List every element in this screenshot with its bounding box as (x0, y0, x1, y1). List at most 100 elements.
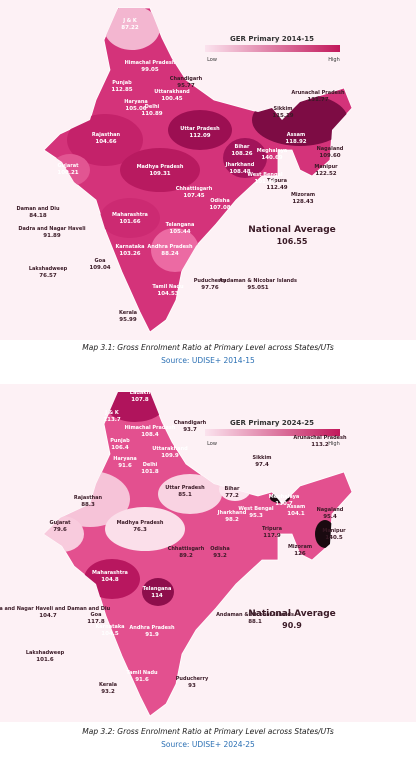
region-value: 113.2 (311, 442, 329, 448)
region-name: Tripura (267, 178, 287, 184)
region-value: 95.99 (119, 317, 137, 323)
region-name: Ladakh (130, 390, 151, 396)
region-name: Madhya Pradesh (137, 164, 184, 170)
region-value: 109.9 (161, 453, 179, 459)
region-name: Maharashtra (92, 570, 128, 576)
region-name: Telangana (143, 586, 172, 592)
region-name: Meghalaya (269, 494, 299, 500)
region-value: 100.45 (161, 96, 182, 102)
region-name: Andhra Pradesh (129, 625, 175, 631)
region-value: 109.60 (319, 153, 340, 159)
region-name: Andhra Pradesh (147, 244, 193, 250)
legend-high: High (328, 57, 340, 63)
region-name: J & K (122, 18, 138, 24)
region-value: 93 (188, 683, 196, 689)
region-name: Rajasthan (74, 495, 103, 501)
region-value: 98.2 (225, 517, 239, 523)
region-value: 114 (151, 593, 163, 599)
region-name: Punjab (110, 438, 130, 444)
region-name: Dadra and Nagar Haveli (18, 226, 86, 232)
region-name: Chandigarh (174, 420, 207, 426)
region-value: 117.8 (87, 619, 105, 625)
region-value: 104.53 (157, 291, 178, 297)
region-name: Puducherry (194, 278, 227, 284)
caption: Map 3.2: Gross Enrolment Ratio at Primar… (82, 727, 334, 736)
region-value: 107.45 (183, 193, 204, 199)
region-name: Goa (91, 612, 102, 618)
region-value: 118.92 (285, 139, 306, 145)
region-name: Bihar (235, 144, 250, 150)
region-name: Odisha (210, 546, 229, 552)
legend-title: GER Primary 2014-15 (230, 35, 314, 43)
national-average-value: 90.9 (282, 621, 302, 630)
region-value: 93.2 (101, 689, 115, 695)
region-value: 76.3 (133, 527, 147, 533)
national-average-label: National Average (248, 609, 336, 619)
region-name: Telangana (166, 222, 195, 228)
legend-title: GER Primary 2024-25 (230, 419, 314, 427)
region-name: J & K (104, 410, 120, 416)
region-value: 101.8 (141, 469, 159, 475)
region-value: 95.77 (177, 83, 195, 89)
region-value: 131.77 (307, 97, 328, 103)
region-value: 101.66 (119, 219, 140, 225)
region-value: 91.6 (135, 677, 149, 683)
region-value: 112.49 (266, 185, 287, 191)
region-name: Andaman & Nicobar Islands (216, 612, 294, 618)
region-value: 109.04 (89, 265, 110, 271)
region-name: Himachal Pradesh (125, 60, 176, 66)
region-name: Dadra and Nagar Haveli and Daman and Diu (0, 606, 111, 612)
region-value: 93.7 (183, 427, 197, 433)
region-name: Lakshadweep (26, 650, 65, 656)
region-value: 95.4 (323, 514, 337, 520)
region-value: 115.19 (272, 113, 293, 119)
national-average-value: 106.55 (277, 237, 308, 246)
region-name: Nagaland (317, 146, 344, 152)
region-value: 85.1 (178, 492, 192, 498)
region-value: 91.89 (43, 233, 61, 239)
region-value: 93.2 (213, 553, 227, 559)
region-value: 104.1 (287, 511, 305, 517)
region-name: Meghalaya (257, 148, 287, 154)
source: Source: UDISE+ 2024-25 (161, 740, 255, 749)
region-name: Haryana (124, 99, 148, 105)
region-value: 122.52 (315, 171, 336, 177)
region-name: Jharkhand (225, 162, 255, 168)
region-value: 126 (294, 551, 306, 557)
region-name: Uttarakhand (152, 446, 188, 452)
region-name: Manipur (314, 164, 338, 170)
region-value: 76.57 (39, 273, 57, 279)
region-value: 88.1 (248, 619, 262, 625)
region-name: Rajasthan (92, 132, 121, 138)
region-value: 105.44 (169, 229, 190, 235)
region-value: 105.06 (125, 106, 146, 112)
region-name: Daman and Diu (16, 206, 60, 212)
region-value: 103.26 (119, 251, 140, 257)
legend-low: Low (207, 441, 217, 447)
region-value: 89.2 (179, 553, 193, 559)
region-value: 117.9 (263, 533, 281, 539)
region-name: Sikkim (274, 106, 293, 112)
region-name: Mizoram (288, 544, 312, 550)
region-name: Bihar (225, 486, 240, 492)
region-value: 140.69 (261, 155, 282, 161)
region-value: 104.66 (95, 139, 116, 145)
region-value: 140.5 (325, 535, 343, 541)
region-value: 95.3 (249, 513, 263, 519)
region-name: Puducherry (176, 676, 209, 682)
region-value: 95.051 (247, 285, 268, 291)
region-value: 88.3 (81, 502, 95, 508)
caption: Map 3.1: Gross Enrolment Ratio at Primar… (82, 343, 334, 352)
region-name: Arunachal Pradesh (291, 90, 345, 96)
region-name: Assam (287, 504, 305, 510)
region-name: Haryana (113, 456, 137, 462)
region-name: Mizoram (291, 192, 315, 198)
legend-low: Low (207, 57, 217, 63)
region-value: 97.76 (201, 285, 219, 291)
region-name: Jharkhand (217, 510, 247, 516)
legend-high: High (328, 441, 340, 447)
region-value: 99.05 (141, 67, 159, 73)
region-name: Assam (287, 132, 305, 138)
region-name: Uttar Pradesh (165, 485, 205, 491)
